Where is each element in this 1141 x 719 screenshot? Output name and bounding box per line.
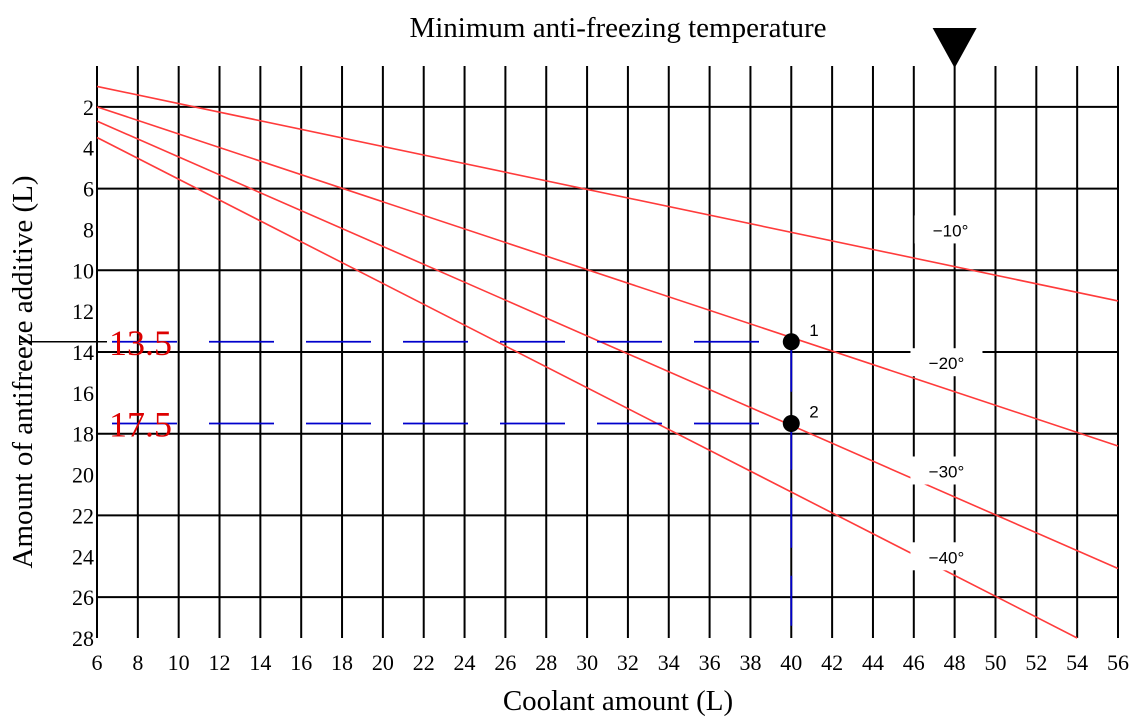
y-tick-label-8: 8 xyxy=(83,217,94,242)
point-label-1: 1 xyxy=(809,321,818,340)
ref-value-label-1: 17.5 xyxy=(109,405,172,445)
x-tick-label-6: 6 xyxy=(92,650,103,675)
series-label-1: −10° xyxy=(933,221,969,240)
point-2 xyxy=(782,415,800,432)
y-tick-label-22: 22 xyxy=(72,503,94,528)
y-tick-label-20: 20 xyxy=(72,463,94,488)
series-label-bg-1 xyxy=(914,215,987,244)
x-tick-label-42: 42 xyxy=(821,650,843,675)
x-tick-label-20: 20 xyxy=(372,650,394,675)
x-tick-label-30: 30 xyxy=(576,650,598,675)
x-tick-label-44: 44 xyxy=(862,650,884,675)
x-tick-label-34: 34 xyxy=(658,650,680,675)
x-tick-label-38: 38 xyxy=(739,650,761,675)
series-label-3: −30° xyxy=(929,462,965,481)
y-tick-label-28: 28 xyxy=(72,626,94,651)
chart-title: Minimum anti-freezing temperature xyxy=(409,12,826,44)
point-1 xyxy=(782,333,800,351)
x-tick-label-54: 54 xyxy=(1066,650,1088,675)
x-tick-labels: 6 8 10 12 14 16 18 20 22 24 26 28 30 32 34 36 38 40 42 44 46… xyxy=(92,650,1130,675)
y-axis-label: Amount of antifreeze additive (L) xyxy=(7,176,39,569)
reference-lines: 13.5 17.5 xyxy=(19,323,793,638)
x-tick-label-8: 8 xyxy=(132,650,143,675)
x-tick-label-14: 14 xyxy=(249,650,271,675)
x-tick-label-50: 50 xyxy=(984,650,1006,675)
x-tick-label-16: 16 xyxy=(290,650,312,675)
series-label-bg-2 xyxy=(910,348,983,377)
x-tick-label-18: 18 xyxy=(331,650,353,675)
x-tick-label-52: 52 xyxy=(1025,650,1047,675)
x-axis-label: Coolant amount (L) xyxy=(503,685,733,717)
y-tick-label-24: 24 xyxy=(72,544,94,569)
x-tick-label-28: 28 xyxy=(535,650,557,675)
x-tick-label-48: 48 xyxy=(944,650,966,675)
series-label-2: −20° xyxy=(929,354,965,373)
x-tick-label-40: 40 xyxy=(780,650,802,675)
y-tick-label-16: 16 xyxy=(72,381,94,406)
y-tick-label-26: 26 xyxy=(72,585,94,610)
ref-value-label-0: 13.5 xyxy=(109,323,172,363)
x-tick-label-36: 36 xyxy=(699,650,721,675)
point-label-2: 2 xyxy=(809,403,818,422)
x-tick-label-26: 26 xyxy=(494,650,516,675)
y-tick-label-18: 18 xyxy=(72,422,94,447)
series-line-1 xyxy=(96,85,1119,302)
x-tick-label-32: 32 xyxy=(617,650,639,675)
x-tick-label-22: 22 xyxy=(413,650,435,675)
x-tick-label-56: 56 xyxy=(1107,650,1129,675)
y-tick-label-12: 12 xyxy=(72,299,94,324)
y-tick-label-2: 2 xyxy=(83,95,94,120)
series-label-backgrounds: −10° −20° −30° −40° xyxy=(910,215,987,571)
series-line-3 xyxy=(96,120,1119,570)
y-tick-label-14: 14 xyxy=(72,340,94,365)
y-tick-label-10: 10 xyxy=(72,258,94,283)
down-triangle-marker xyxy=(932,28,977,68)
series-line-2 xyxy=(96,106,1119,447)
horizontal-gridlines xyxy=(97,105,1118,599)
series-label-bg-3 xyxy=(910,456,983,485)
highlight-points: 12 xyxy=(782,321,819,432)
x-tick-label-12: 12 xyxy=(209,650,231,675)
x-tick-label-46: 46 xyxy=(903,650,925,675)
series-label-4: −40° xyxy=(929,548,965,567)
x-tick-label-24: 24 xyxy=(454,650,476,675)
series-label-bg-4 xyxy=(910,542,983,571)
x-tick-label-10: 10 xyxy=(168,650,190,675)
y-tick-label-4: 4 xyxy=(83,136,94,161)
y-tick-label-6: 6 xyxy=(83,177,94,202)
